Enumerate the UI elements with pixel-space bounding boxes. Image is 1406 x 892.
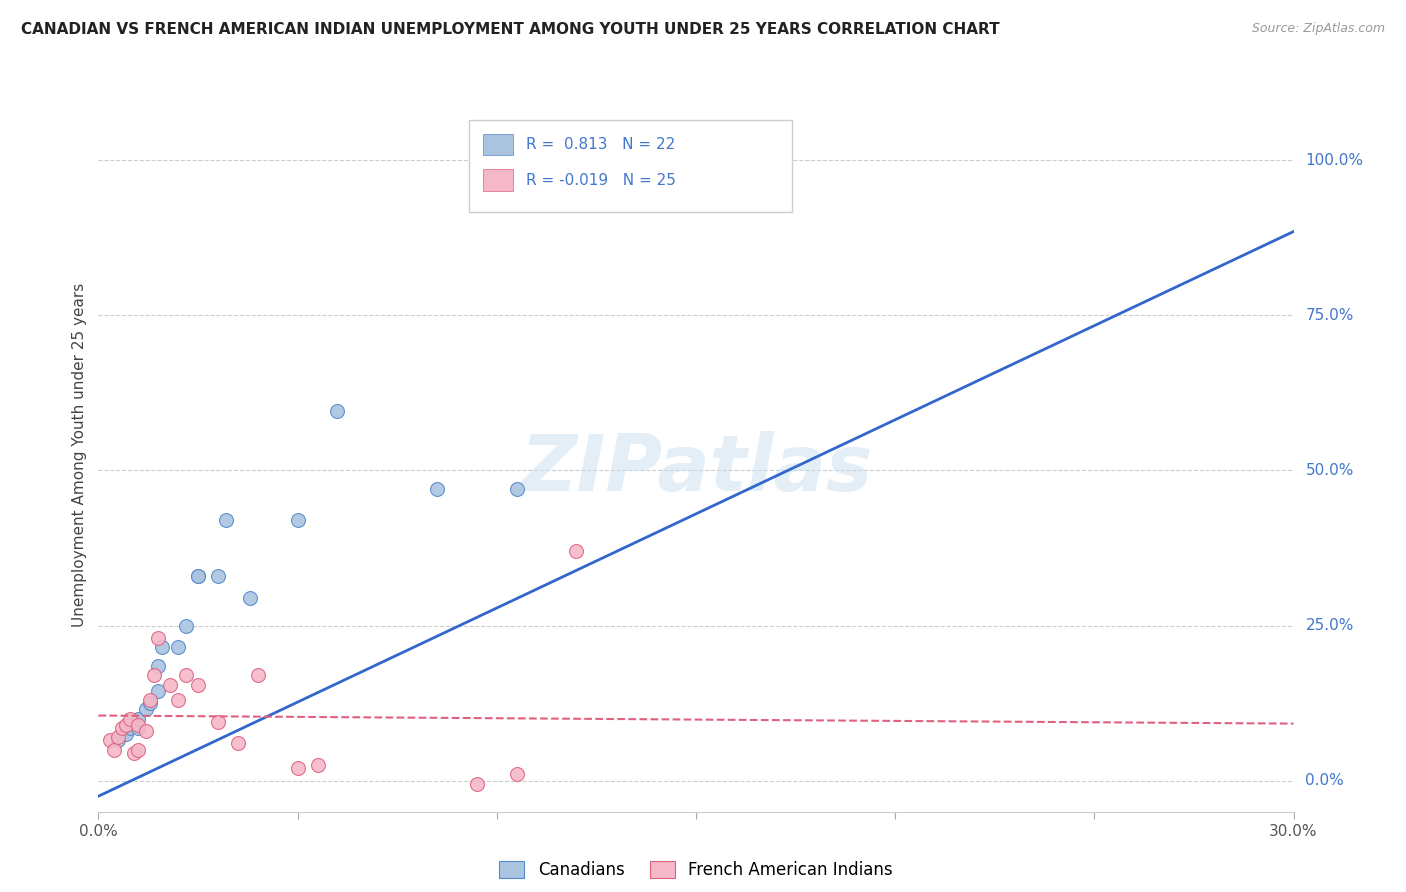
Point (645, 153, 668, 168)
Text: ZIPatlas: ZIPatlas (520, 431, 872, 508)
Point (174, 668, 197, 682)
Point (111, 721, 134, 735)
Text: R =  0.813   N = 22: R = 0.813 N = 22 (526, 137, 675, 152)
Point (148, 683, 170, 698)
Point (115, 718, 138, 732)
Point (226, 736, 249, 750)
Text: 0.0%: 0.0% (1305, 773, 1344, 789)
Point (107, 733, 129, 747)
Text: Source: ZipAtlas.com: Source: ZipAtlas.com (1251, 22, 1385, 36)
Point (307, 758, 329, 772)
Point (174, 618, 197, 632)
Point (287, 761, 309, 775)
Point (124, 746, 146, 760)
Point (135, 702, 157, 716)
Point (187, 677, 209, 691)
Text: 25.0%: 25.0% (1305, 618, 1354, 633)
Point (187, 569, 209, 583)
Text: R = -0.019   N = 25: R = -0.019 N = 25 (526, 173, 676, 187)
FancyBboxPatch shape (470, 120, 792, 212)
Point (115, 727, 138, 741)
Point (150, 640, 173, 655)
Point (127, 721, 149, 735)
Y-axis label: Unemployment Among Youth under 25 years: Unemployment Among Youth under 25 years (72, 283, 87, 627)
Point (326, 404, 349, 418)
Point (103, 742, 125, 756)
Point (127, 742, 149, 756)
Text: 75.0%: 75.0% (1305, 308, 1354, 323)
Point (143, 668, 166, 682)
Point (148, 631, 170, 645)
Point (127, 718, 149, 732)
Text: 50.0%: 50.0% (1305, 463, 1354, 478)
Point (135, 724, 157, 739)
Point (239, 591, 262, 605)
Bar (484, 169, 513, 191)
Text: CANADIAN VS FRENCH AMERICAN INDIAN UNEMPLOYMENT AMONG YOUTH UNDER 25 YEARS CORRE: CANADIAN VS FRENCH AMERICAN INDIAN UNEMP… (21, 22, 1000, 37)
Point (167, 640, 190, 655)
Point (120, 712, 142, 726)
Point (207, 569, 229, 583)
Point (246, 668, 269, 682)
Point (167, 693, 190, 707)
Point (565, 544, 588, 558)
Point (287, 513, 309, 527)
Point (159, 677, 181, 691)
Point (107, 731, 129, 745)
Point (120, 721, 142, 735)
Point (98, 733, 122, 747)
Point (215, 513, 238, 527)
Point (127, 712, 149, 726)
Point (506, 767, 529, 781)
Text: 100.0%: 100.0% (1305, 153, 1364, 168)
Point (207, 714, 229, 729)
Point (139, 696, 162, 710)
Point (465, 777, 488, 791)
Point (187, 569, 209, 583)
Point (148, 659, 170, 673)
Point (426, 482, 449, 496)
Legend: Canadians, French American Indians: Canadians, French American Indians (492, 854, 900, 886)
Point (139, 693, 162, 707)
Point (506, 482, 529, 496)
Bar (484, 134, 513, 155)
